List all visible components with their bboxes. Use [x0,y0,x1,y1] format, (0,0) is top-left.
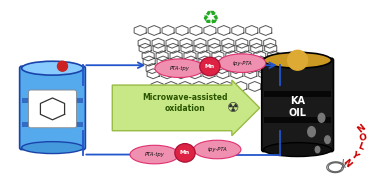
FancyBboxPatch shape [20,66,85,149]
Text: PTA-tpy: PTA-tpy [170,66,189,71]
Ellipse shape [264,143,331,156]
Ellipse shape [193,140,241,159]
Circle shape [57,61,67,71]
Text: tpy-PTA: tpy-PTA [207,147,227,152]
Ellipse shape [155,59,204,77]
Text: ♻: ♻ [201,9,219,28]
Ellipse shape [175,144,195,162]
FancyBboxPatch shape [21,98,83,103]
FancyBboxPatch shape [262,58,334,152]
Text: N: N [356,123,367,135]
Text: N: N [340,158,352,169]
Ellipse shape [218,54,266,72]
Ellipse shape [21,61,83,75]
Text: ☢: ☢ [227,101,239,115]
FancyBboxPatch shape [21,122,83,127]
FancyBboxPatch shape [264,117,331,123]
Text: O: O [359,132,368,143]
Text: tpy-PTA: tpy-PTA [232,61,252,66]
Ellipse shape [21,142,83,154]
Circle shape [288,50,308,70]
Text: Mn: Mn [180,150,190,155]
FancyBboxPatch shape [29,90,77,128]
Ellipse shape [324,135,331,144]
Ellipse shape [317,113,325,123]
Ellipse shape [307,126,316,138]
Text: PTA-tpy: PTA-tpy [145,152,164,157]
FancyBboxPatch shape [264,91,331,97]
FancyArrow shape [112,80,260,136]
Text: Microwave-assisted
oxidation: Microwave-assisted oxidation [142,93,228,113]
Text: KA: KA [290,96,305,106]
Ellipse shape [314,146,320,153]
Text: Y: Y [349,150,360,161]
Ellipse shape [200,57,220,76]
Ellipse shape [264,52,331,68]
Text: Mn: Mn [205,64,215,69]
Text: OIL: OIL [289,108,307,118]
Ellipse shape [130,145,179,164]
Text: L: L [356,141,365,152]
